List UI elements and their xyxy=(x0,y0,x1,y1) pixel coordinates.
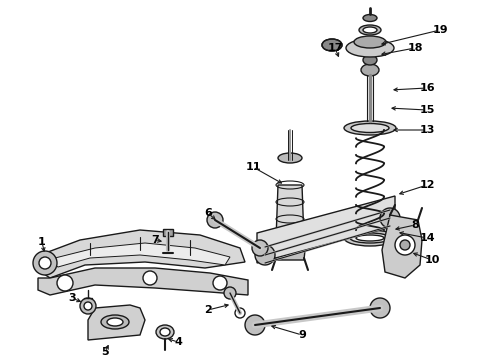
Ellipse shape xyxy=(322,39,342,51)
Ellipse shape xyxy=(346,39,394,57)
Ellipse shape xyxy=(363,14,377,22)
Circle shape xyxy=(370,298,390,318)
Text: 12: 12 xyxy=(419,180,435,190)
Text: 3: 3 xyxy=(68,293,76,303)
Text: 1: 1 xyxy=(38,237,46,247)
Text: 7: 7 xyxy=(151,235,159,245)
Ellipse shape xyxy=(107,318,123,326)
Circle shape xyxy=(380,208,400,228)
Ellipse shape xyxy=(156,325,174,339)
Circle shape xyxy=(252,240,268,256)
Ellipse shape xyxy=(354,36,386,48)
Text: 15: 15 xyxy=(419,105,435,115)
Circle shape xyxy=(39,257,51,269)
Text: 14: 14 xyxy=(419,233,435,243)
Circle shape xyxy=(224,287,236,299)
Circle shape xyxy=(235,308,245,318)
Text: 17: 17 xyxy=(327,43,343,53)
Ellipse shape xyxy=(344,121,396,135)
Polygon shape xyxy=(38,230,245,278)
Text: 18: 18 xyxy=(407,43,423,53)
Circle shape xyxy=(84,302,92,310)
Circle shape xyxy=(207,212,223,228)
Circle shape xyxy=(80,298,96,314)
Text: 4: 4 xyxy=(174,337,182,347)
Ellipse shape xyxy=(160,328,170,336)
Ellipse shape xyxy=(351,123,389,132)
Circle shape xyxy=(143,271,157,285)
Circle shape xyxy=(400,240,410,250)
Text: 9: 9 xyxy=(298,330,306,340)
Text: 16: 16 xyxy=(419,83,435,93)
Text: 10: 10 xyxy=(424,255,440,265)
Ellipse shape xyxy=(363,55,377,65)
Text: 6: 6 xyxy=(204,208,212,218)
Text: 13: 13 xyxy=(419,125,435,135)
Polygon shape xyxy=(257,196,395,263)
Text: 5: 5 xyxy=(101,347,109,357)
Ellipse shape xyxy=(363,27,377,33)
Circle shape xyxy=(213,276,227,290)
Ellipse shape xyxy=(356,235,384,241)
Bar xyxy=(163,229,173,235)
Circle shape xyxy=(255,245,275,265)
Text: 2: 2 xyxy=(204,305,212,315)
Ellipse shape xyxy=(101,315,129,329)
Circle shape xyxy=(395,235,415,255)
Ellipse shape xyxy=(359,25,381,35)
Ellipse shape xyxy=(350,233,390,243)
Polygon shape xyxy=(52,243,230,267)
Polygon shape xyxy=(274,240,306,260)
Polygon shape xyxy=(382,215,422,278)
Ellipse shape xyxy=(361,64,379,76)
Text: 8: 8 xyxy=(411,220,419,230)
Polygon shape xyxy=(38,268,248,295)
Polygon shape xyxy=(88,305,145,340)
Text: 19: 19 xyxy=(432,25,448,35)
Ellipse shape xyxy=(344,230,396,246)
Text: 11: 11 xyxy=(245,162,261,172)
Circle shape xyxy=(245,315,265,335)
Ellipse shape xyxy=(278,153,302,163)
Circle shape xyxy=(33,251,57,275)
Polygon shape xyxy=(276,185,304,240)
Circle shape xyxy=(57,275,73,291)
